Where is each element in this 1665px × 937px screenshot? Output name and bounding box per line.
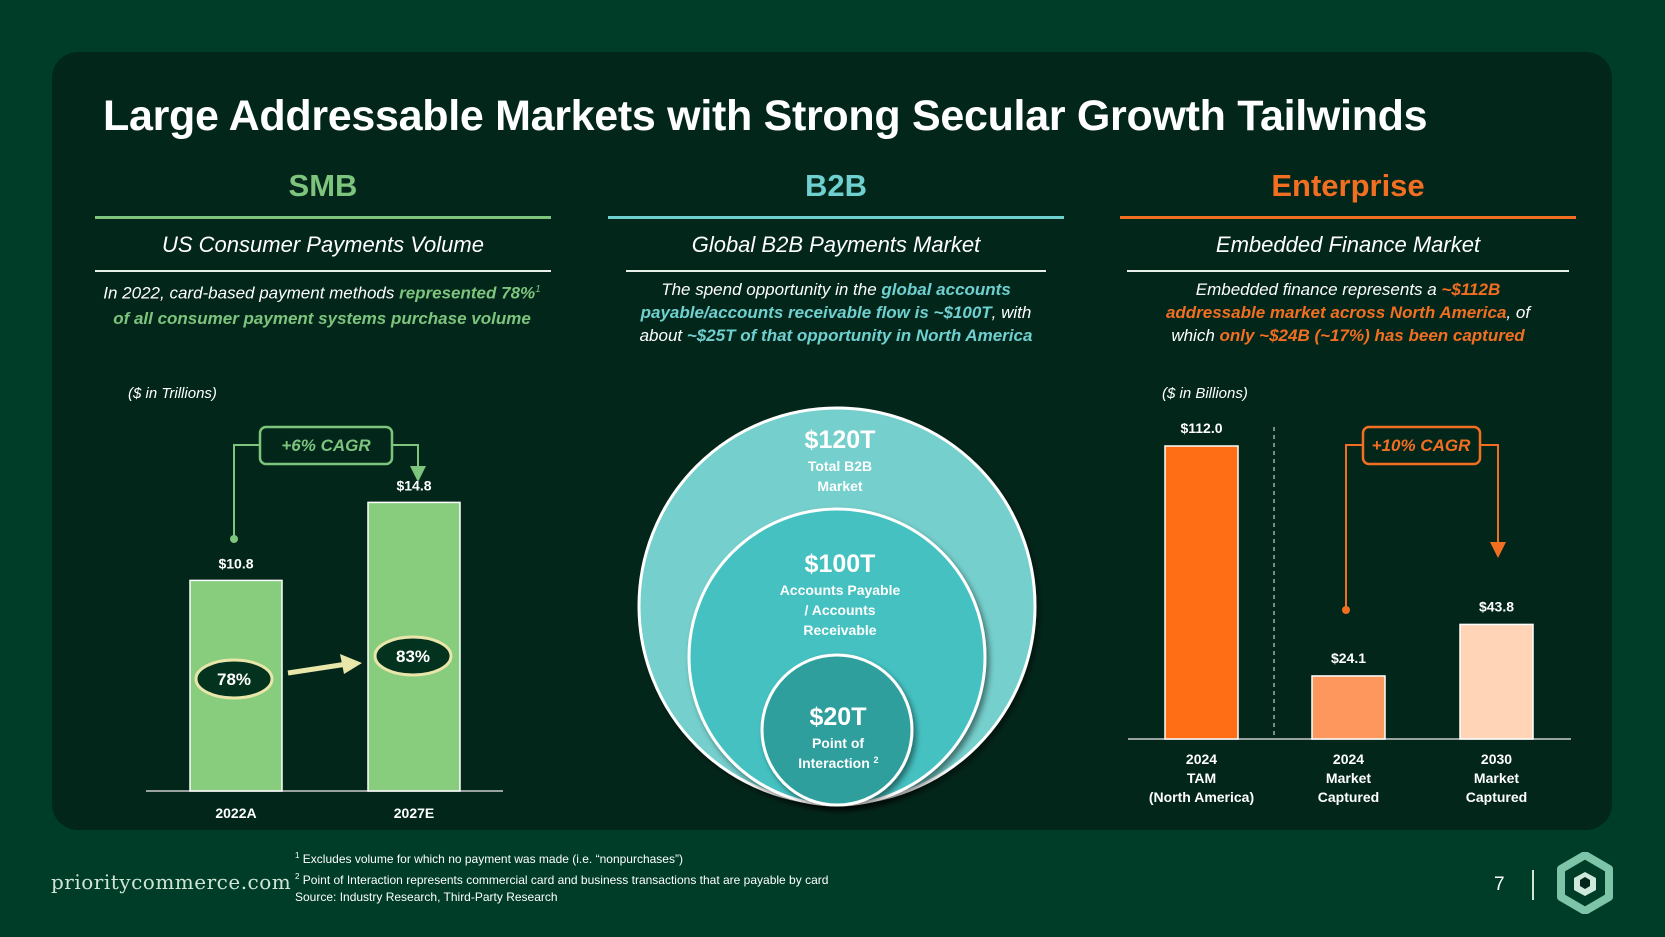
enterprise-desc-text: Embedded finance represents a xyxy=(1195,280,1442,299)
enterprise-divider xyxy=(1127,270,1569,272)
page-title: Large Addressable Markets with Strong Se… xyxy=(103,92,1428,140)
smb-desc-highlight: represented 78% xyxy=(399,283,536,303)
smb-share-label: 78% xyxy=(217,670,251,689)
smb-description: In 2022, card-based payment methods repr… xyxy=(80,277,564,331)
middle-circle-label-1: Accounts Payable xyxy=(780,582,901,598)
enterprise-category-label: (North America) xyxy=(1149,789,1254,805)
enterprise-category-label: Captured xyxy=(1466,789,1527,805)
enterprise-bar xyxy=(1164,445,1239,740)
smb-cagr-connector-right xyxy=(392,444,426,482)
inner-circle-label-2: Interaction xyxy=(798,755,870,771)
inner-circle-label-1: Point of xyxy=(812,735,864,751)
enterprise-bar-chart: +10% CAGR $112.0 2024 TAM (North America) $2… xyxy=(1128,420,1571,805)
smb-cagr-label: +6% CAGR xyxy=(281,436,371,455)
enterprise-description: Embedded finance represents a ~$112B add… xyxy=(1110,278,1586,347)
smb-desc-footnote-ref: 1 xyxy=(535,284,541,295)
middle-circle-value: $100T xyxy=(805,550,876,578)
footer-divider xyxy=(1532,870,1534,900)
smb-divider xyxy=(95,270,551,272)
outer-circle-label-2: Market xyxy=(817,478,862,494)
b2b-desc-highlight: global accounts xyxy=(881,280,1011,299)
smb-share-label: 83% xyxy=(396,647,430,666)
enterprise-desc-highlight-2: addressable market across North America xyxy=(1165,303,1507,322)
b2b-desc-highlight-2: payable/accounts receivable flow is ~$10… xyxy=(640,303,992,322)
enterprise-cagr-label: +10% CAGR xyxy=(1372,436,1471,455)
footnote-2-text: Point of Interaction represents commerci… xyxy=(302,873,829,887)
outer-circle-label-1: Total B2B xyxy=(808,458,872,474)
circle-point-of-interaction xyxy=(760,653,914,807)
enterprise-category-label: Captured xyxy=(1318,789,1379,805)
enterprise-bar-value-label: $43.8 xyxy=(1479,598,1514,614)
page-number: 7 xyxy=(1494,874,1505,895)
inner-circle-value: $20T xyxy=(810,703,867,731)
smb-cagr-connector-left xyxy=(233,444,260,538)
smb-share-oval xyxy=(194,658,274,700)
smb-bar-value-label: $10.8 xyxy=(218,555,253,571)
middle-circle-label-2: / Accounts xyxy=(804,602,875,618)
enterprise-desc-text-3: which xyxy=(1171,326,1220,345)
enterprise-desc-highlight: ~$112B xyxy=(1441,280,1501,299)
enterprise-heading: Enterprise xyxy=(1271,168,1425,203)
b2b-rule xyxy=(608,216,1064,219)
enterprise-subheading: Embedded Finance Market xyxy=(1215,232,1481,257)
smb-subheading: US Consumer Payments Volume xyxy=(162,232,484,257)
enterprise-category-label: 2030 xyxy=(1481,751,1512,767)
footnotes: 1 Excludes volume for which no payment w… xyxy=(295,847,828,906)
smb-bar-chart: +6% CAGR $10.8 2022A $14.8 2027E 78% 83% xyxy=(146,425,503,821)
priority-logo-icon xyxy=(1557,852,1613,914)
enterprise-bar-value-label: $112.0 xyxy=(1180,420,1222,436)
smb-share-oval xyxy=(373,635,453,677)
smb-cagr-box xyxy=(258,425,394,466)
enterprise-category-label: Market xyxy=(1474,770,1519,786)
footnote-source: Source: Industry Research, Third-Party R… xyxy=(295,890,558,904)
smb-bar-value-label: $14.8 xyxy=(396,477,431,493)
smb-rule xyxy=(95,216,551,219)
enterprise-bar xyxy=(1311,675,1386,740)
footnote-1-marker: 1 xyxy=(295,851,300,860)
smb-growth-arrow-shaft xyxy=(287,661,348,676)
b2b-desc-text-2: , with xyxy=(991,303,1032,322)
brand-name: prioritycommerce.com xyxy=(51,870,292,894)
enterprise-cagr-dot xyxy=(1342,606,1350,614)
enterprise-bar xyxy=(1459,623,1534,740)
footnote-1-text: Excludes volume for which no payment was… xyxy=(302,852,683,866)
b2b-circles: $120T Total B2B Market $100T Accounts Pa… xyxy=(637,406,1037,807)
enterprise-desc-highlight-3: only ~$24B (~17%) has been captured xyxy=(1219,326,1525,345)
b2b-desc-highlight-3: ~$25T of that opportunity in North Ameri… xyxy=(686,326,1033,345)
b2b-description: The spend opportunity in the global acco… xyxy=(590,278,1082,347)
inner-circle-footnote-ref: 2 xyxy=(873,755,878,765)
enterprise-cagr-box xyxy=(1361,425,1482,466)
enterprise-category-label: TAM xyxy=(1187,770,1216,786)
outer-circle-value: $120T xyxy=(805,426,876,454)
smb-category-label: 2027E xyxy=(394,805,434,821)
smb-cagr-dot xyxy=(230,535,238,543)
enterprise-category-label: 2024 xyxy=(1186,751,1217,767)
middle-circle-label-3: Receivable xyxy=(803,622,876,638)
b2b-desc-text: The spend opportunity in the xyxy=(661,280,882,299)
enterprise-cagr-connector-left xyxy=(1345,444,1363,609)
smb-units: ($ in Trillions) xyxy=(128,385,217,402)
enterprise-desc-text-2: , of xyxy=(1506,303,1531,322)
footnote-2-marker: 2 xyxy=(295,872,300,881)
smb-desc-text: In 2022, card-based payment methods xyxy=(103,283,400,303)
b2b-desc-text-3: about xyxy=(639,326,687,345)
b2b-subheading: Global B2B Payments Market xyxy=(691,232,981,257)
enterprise-bar-value-label: $24.1 xyxy=(1331,650,1366,666)
enterprise-rule xyxy=(1120,216,1576,219)
enterprise-cagr-connector-right xyxy=(1480,444,1506,558)
b2b-divider xyxy=(626,270,1046,272)
enterprise-category-label: 2024 xyxy=(1333,751,1364,767)
footnote-2: 2 Point of Interaction represents commer… xyxy=(295,868,828,889)
enterprise-units: ($ in Billions) xyxy=(1162,385,1248,402)
smb-heading: SMB xyxy=(288,168,358,203)
smb-growth-arrow-head xyxy=(340,654,362,674)
enterprise-category-label: Market xyxy=(1326,770,1371,786)
smb-category-label: 2022A xyxy=(215,805,256,821)
b2b-heading: B2B xyxy=(804,168,867,203)
smb-desc-highlight-2: of all consumer payment systems purchase… xyxy=(113,308,531,328)
footnote-1: 1 Excludes volume for which no payment w… xyxy=(295,847,828,868)
